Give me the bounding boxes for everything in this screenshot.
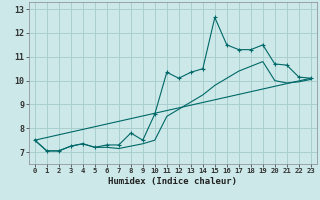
X-axis label: Humidex (Indice chaleur): Humidex (Indice chaleur) <box>108 177 237 186</box>
